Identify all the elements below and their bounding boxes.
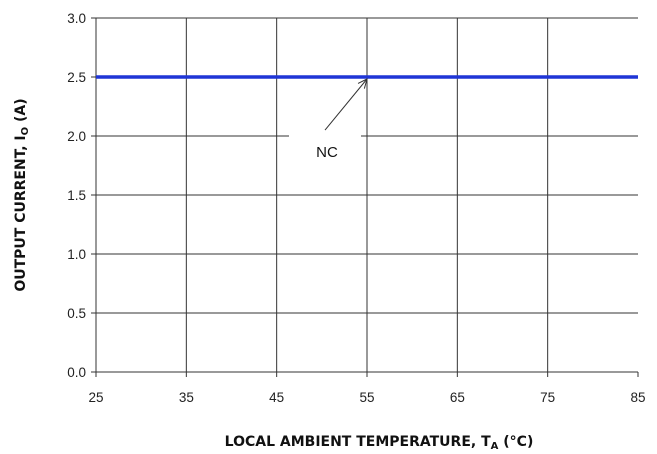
annotation-leader [324, 78, 368, 131]
x-axis-title-main: LOCAL AMBIENT TEMPERATURE, T [225, 434, 491, 450]
x-axis-title-subscript: A [491, 441, 499, 452]
y-axis-title-subscript: O [20, 127, 31, 136]
annotation-label-nc: NC [316, 144, 338, 161]
x-tick-label: 85 [630, 390, 645, 405]
y-tick-label: 0.5 [67, 306, 86, 321]
y-tick-label: 0.0 [67, 365, 86, 380]
x-axis-title: LOCAL AMBIENT TEMPERATURE, TA (°C) [225, 434, 534, 452]
x-tick-label: 65 [450, 390, 465, 405]
x-tick-label: 45 [269, 390, 284, 405]
y-tick-label: 2.0 [67, 129, 86, 144]
x-tick-label: 55 [359, 390, 374, 405]
x-tick-label: 25 [88, 390, 103, 405]
y-tick-label: 1.0 [67, 247, 86, 262]
y-tick-label: 2.5 [67, 70, 86, 85]
y-axis-title: OUTPUT CURRENT, IO (A) [13, 98, 31, 291]
tick-labels: 0.0 0.5 1.0 1.5 2.0 2.5 3.0 25 35 45 55 65 75 85 [67, 11, 645, 405]
y-tick-label: 1.5 [67, 188, 86, 203]
y-axis-title-main: OUTPUT CURRENT, I [13, 135, 29, 291]
y-tick-label: 3.0 [67, 11, 86, 26]
annotation-layer: NC [316, 78, 368, 161]
x-axis-title-unit: (°C) [498, 434, 533, 450]
x-tick-label: 35 [179, 390, 194, 405]
annotation-arrowhead [357, 78, 368, 89]
y-axis-title-unit: (A) [13, 98, 29, 127]
x-tick-label: 75 [540, 390, 555, 405]
